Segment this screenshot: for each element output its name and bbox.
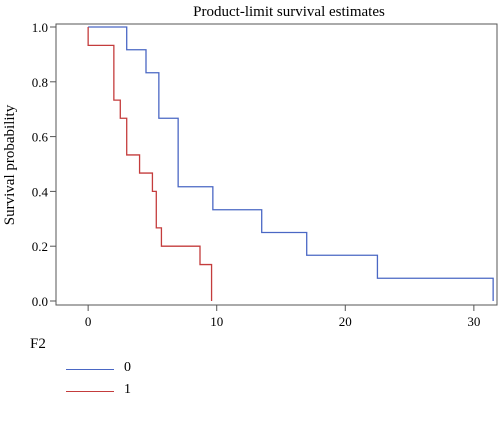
series-layer xyxy=(87,26,494,301)
x-axis: 0 10 20 30 xyxy=(85,305,480,329)
x-tick-label: 0 xyxy=(85,314,92,329)
series-line-1 xyxy=(87,27,213,301)
survival-chart: Product-limit survival estimates 0.00.20… xyxy=(2,4,498,329)
y-tick-label: 0.8 xyxy=(32,75,48,90)
y-tick-label: 0.4 xyxy=(32,184,49,199)
legend-item-series-0: 0 xyxy=(66,360,186,380)
legend-swatch-series-0 xyxy=(66,369,114,370)
x-tick-label: 20 xyxy=(339,314,352,329)
legend-swatch-series-1 xyxy=(66,391,114,392)
y-axis: 0.0 0.2 0.4 0.6 0.8 1.0 xyxy=(32,20,56,309)
y-axis-label: Survival probability xyxy=(2,104,18,225)
x-tick-label: 10 xyxy=(210,314,223,329)
y-tick-label: 0.6 xyxy=(32,130,49,145)
legend-item-series-1: 1 xyxy=(66,382,186,402)
y-tick-label: 0.0 xyxy=(32,294,48,309)
legend-label-series-1: 1 xyxy=(124,382,131,397)
y-tick-label: 1.0 xyxy=(32,20,48,35)
y-tick-label: 0.2 xyxy=(32,239,48,254)
x-tick-label: 30 xyxy=(467,314,480,329)
plot-frame xyxy=(55,23,498,306)
legend-title: F2 xyxy=(30,336,46,352)
series-line-0 xyxy=(88,26,494,301)
legend-label-series-0: 0 xyxy=(124,360,131,375)
chart-title: Product-limit survival estimates xyxy=(193,4,385,20)
legend: F2 0 1 xyxy=(30,336,230,416)
